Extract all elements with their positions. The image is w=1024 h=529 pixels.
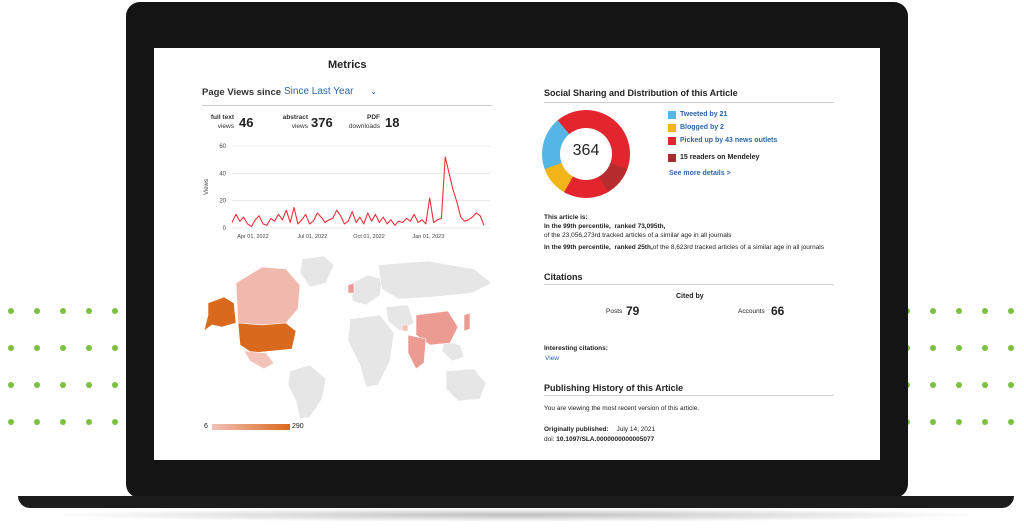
accounts-value: 66 (771, 304, 785, 318)
mendeley-swatch-icon (668, 154, 676, 162)
this-article-is-label: This article is: (544, 214, 588, 221)
altmetric-donut[interactable]: 364 (542, 110, 630, 198)
world-map (203, 255, 493, 420)
published-row: Originally published: July 14, 2021 (544, 426, 655, 433)
map-legend-gradient (212, 424, 290, 430)
news-swatch-icon (668, 137, 676, 145)
decorative-dots-right (904, 300, 1014, 430)
x-tick-label: Jul 01, 2022 (297, 234, 327, 240)
map-region-europe (351, 274, 383, 306)
map-region-china (415, 310, 459, 346)
citations-title: Citations (544, 272, 583, 282)
doi-label: doi: (544, 436, 555, 443)
y-tick-label: 40 (219, 171, 226, 177)
stat-label-line2: downloads (348, 123, 380, 130)
map-region-south-america (287, 364, 327, 420)
ranking-line-1-detail: of the 23,056,273rd tracked articles of … (544, 232, 732, 239)
divider (544, 102, 834, 103)
social-item-label: Blogged by 2 (680, 124, 724, 131)
stat-value: 46 (239, 115, 254, 130)
social-item-label: 15 readers on Mendeley (680, 154, 760, 161)
x-tick-label: Apr 01, 2022 (237, 234, 269, 240)
publishing-history-title: Publishing History of this Article (544, 383, 684, 393)
divider (202, 105, 492, 106)
posts-value: 79 (626, 304, 640, 318)
map-region-canada (235, 266, 301, 326)
posts-label: Posts (606, 308, 623, 315)
stat-label-line1: full text (210, 114, 234, 121)
view-citations-link[interactable]: View (545, 355, 559, 362)
map-region-mexico (243, 350, 275, 370)
metrics-title: Metrics (328, 59, 367, 71)
stat-value: 18 (385, 115, 400, 130)
map-region-uae (401, 324, 409, 332)
map-region-southeast-asia (441, 340, 465, 362)
map-region-japan (463, 312, 471, 332)
y-axis-label: Views (204, 179, 210, 195)
laptop-shadow (40, 508, 990, 522)
stat-value: 376 (311, 115, 333, 130)
social-sharing-title: Social Sharing and Distribution of this … (544, 88, 738, 98)
y-tick-label: 20 (219, 199, 226, 205)
stat-label-line2: views (291, 123, 308, 130)
social-item-label: Picked up by 43 news outlets (680, 137, 778, 144)
cited-by-label: Cited by (676, 293, 704, 300)
see-more-details-link[interactable]: See more details > (669, 170, 731, 177)
ranking-line-1: In the 99th percentile, ranked 73,095th, (544, 223, 665, 230)
ranking-rank: ranked 73,095th, (614, 223, 666, 230)
decorative-dots-left (8, 300, 118, 430)
range-select-value: Since Last Year (284, 86, 354, 97)
y-tick-label: 0 (223, 226, 227, 232)
map-region-russia (377, 260, 493, 300)
donut-center (560, 128, 612, 180)
map-region-india (407, 334, 427, 370)
x-tick-label: Oct 01, 2022 (353, 234, 385, 240)
ranking-line-2: In the 99th percentile, ranked 25th,of t… (544, 244, 824, 251)
published-date: July 14, 2021 (616, 426, 656, 433)
divider (544, 284, 834, 285)
blog-swatch-icon (668, 124, 676, 132)
stat-label-line1: PDF (367, 114, 380, 121)
y-tick-label: 60 (219, 144, 226, 150)
map-land (287, 255, 493, 420)
map-legend-min: 6 (204, 423, 208, 430)
interesting-citations-label: Interesting citations: (544, 345, 608, 352)
page-views-line (231, 156, 485, 228)
map-region-middle-east (385, 304, 415, 332)
published-label: Originally published: (544, 426, 609, 433)
map-region-africa (347, 314, 395, 388)
map-region-greenland (299, 255, 335, 288)
map-region-uk (347, 282, 355, 294)
chevron-down-icon: ⌄ (370, 87, 377, 96)
map-region-usa (237, 322, 297, 354)
map-highlighted (203, 266, 471, 370)
altmetric-score: 364 (572, 142, 600, 159)
stat-label-line2: views (217, 123, 234, 130)
ranking-percentile: In the 99th percentile, (544, 244, 611, 251)
accounts-label: Accounts (738, 308, 765, 315)
social-item-label: Tweeted by 21 (680, 111, 728, 118)
page-views-chart: 60 40 20 0 Views Apr 01, 2022 Jul 01, 2022 Oct … (204, 144, 490, 240)
doi-row: doi: 10.1097/SLA.0000000000005077 (544, 436, 654, 443)
ranking-percentile: In the 99th percentile, (544, 223, 611, 230)
twitter-swatch-icon (668, 111, 676, 119)
ranking-detail: of the 8,623rd tracked articles of a sim… (652, 244, 825, 251)
x-tick-label: Jan 01, 2023 (412, 234, 444, 240)
history-note: You are viewing the most recent version … (544, 405, 700, 412)
map-region-alaska (203, 296, 237, 332)
range-select[interactable]: Since Last Year ⌄ (284, 86, 377, 97)
doi-value: 10.1097/SLA.0000000000005077 (556, 436, 655, 443)
divider (544, 395, 834, 396)
laptop-screen: Metrics Page Views since Since Last Year… (154, 48, 880, 460)
page-views-label: Page Views since (202, 87, 282, 98)
ranking-rank: ranked 25th, (614, 244, 653, 251)
laptop-base (18, 496, 1014, 508)
map-region-australia (445, 368, 487, 402)
map-legend-max: 290 (292, 423, 304, 430)
stat-label-line1: abstract (282, 114, 308, 121)
